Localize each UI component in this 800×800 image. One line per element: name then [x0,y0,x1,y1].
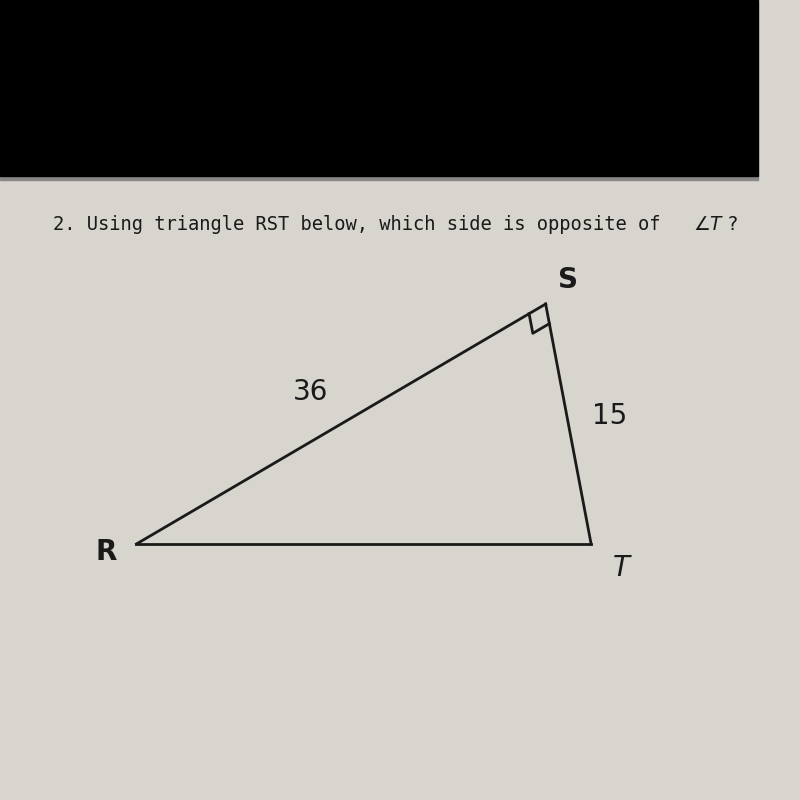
Text: R: R [95,538,117,566]
Text: T: T [613,554,630,582]
Bar [0,0,758,176]
Text: 36: 36 [293,378,329,406]
Text: S: S [558,266,578,294]
Bar [0,176,758,180]
Text: $\angle T$ ?: $\angle T$ ? [694,214,738,234]
Text: 15: 15 [593,402,628,430]
Text: 2. Using triangle RST below, which side is opposite of: 2. Using triangle RST below, which side … [53,214,672,234]
